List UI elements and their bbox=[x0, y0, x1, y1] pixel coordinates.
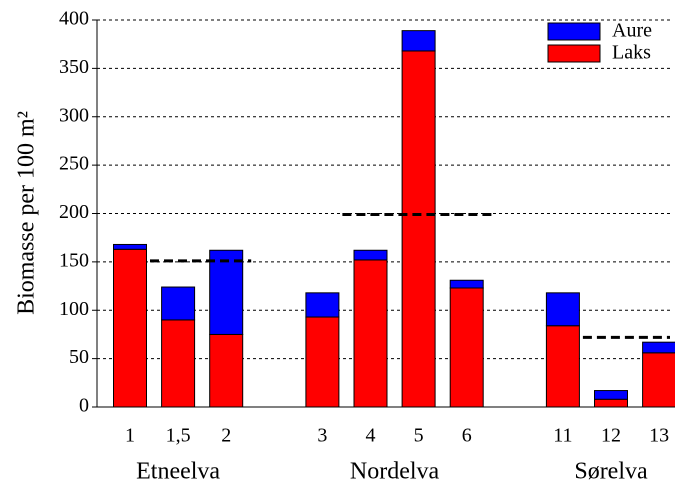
y-tick-label: 300 bbox=[59, 104, 89, 126]
bar-segment bbox=[594, 390, 628, 400]
x-tick-label: 5 bbox=[414, 425, 424, 447]
y-tick-label: 150 bbox=[59, 249, 89, 271]
x-tick-label: 1 bbox=[125, 425, 135, 447]
bar-segment bbox=[209, 249, 244, 335]
bar-segment bbox=[305, 316, 340, 408]
bar-segment bbox=[161, 319, 196, 408]
bar-segment bbox=[642, 352, 675, 408]
y-tick-label: 50 bbox=[69, 346, 89, 368]
y-tick-label: 100 bbox=[59, 298, 89, 320]
bar-segment bbox=[209, 333, 244, 408]
group-label: Nordelva bbox=[350, 459, 440, 484]
x-tick-label: 11 bbox=[553, 425, 572, 447]
bar-segment bbox=[161, 286, 196, 321]
bar-segment bbox=[113, 243, 147, 250]
bar-segment bbox=[305, 292, 340, 318]
y-axis-title: Biomasse per 100 m² bbox=[14, 111, 40, 315]
bar-segment bbox=[449, 279, 484, 289]
x-tick-label: 12 bbox=[601, 425, 621, 447]
x-tick-label: 1,5 bbox=[166, 425, 191, 447]
bar-segment bbox=[113, 248, 147, 408]
bar-segment bbox=[545, 292, 580, 327]
bar-segment bbox=[353, 259, 388, 408]
x-tick-label: 2 bbox=[221, 425, 231, 447]
y-tick-label: 250 bbox=[59, 153, 89, 175]
y-tick-label: 400 bbox=[59, 8, 89, 30]
bar-segment bbox=[353, 249, 388, 261]
x-tick-label: 4 bbox=[366, 425, 376, 447]
x-tick-label: 6 bbox=[462, 425, 472, 447]
group-label: Sørelva bbox=[574, 459, 648, 484]
bar-segment bbox=[642, 341, 675, 354]
legend-swatch bbox=[547, 22, 601, 41]
bar-segment bbox=[545, 325, 580, 408]
y-tick-label: 0 bbox=[79, 395, 89, 417]
bar-segment bbox=[401, 50, 436, 408]
x-tick-label: 3 bbox=[317, 425, 327, 447]
legend-label: Laks bbox=[612, 42, 651, 64]
y-tick-label: 200 bbox=[59, 201, 89, 223]
legend-swatch bbox=[547, 44, 601, 63]
bar-segment bbox=[594, 398, 628, 408]
bar-segment bbox=[449, 287, 484, 408]
x-tick-label: 13 bbox=[649, 425, 669, 447]
y-tick-label: 350 bbox=[59, 56, 89, 78]
legend-label: Aure bbox=[612, 20, 652, 42]
group-label: Etneelva bbox=[136, 459, 220, 484]
bar-segment bbox=[401, 30, 436, 52]
